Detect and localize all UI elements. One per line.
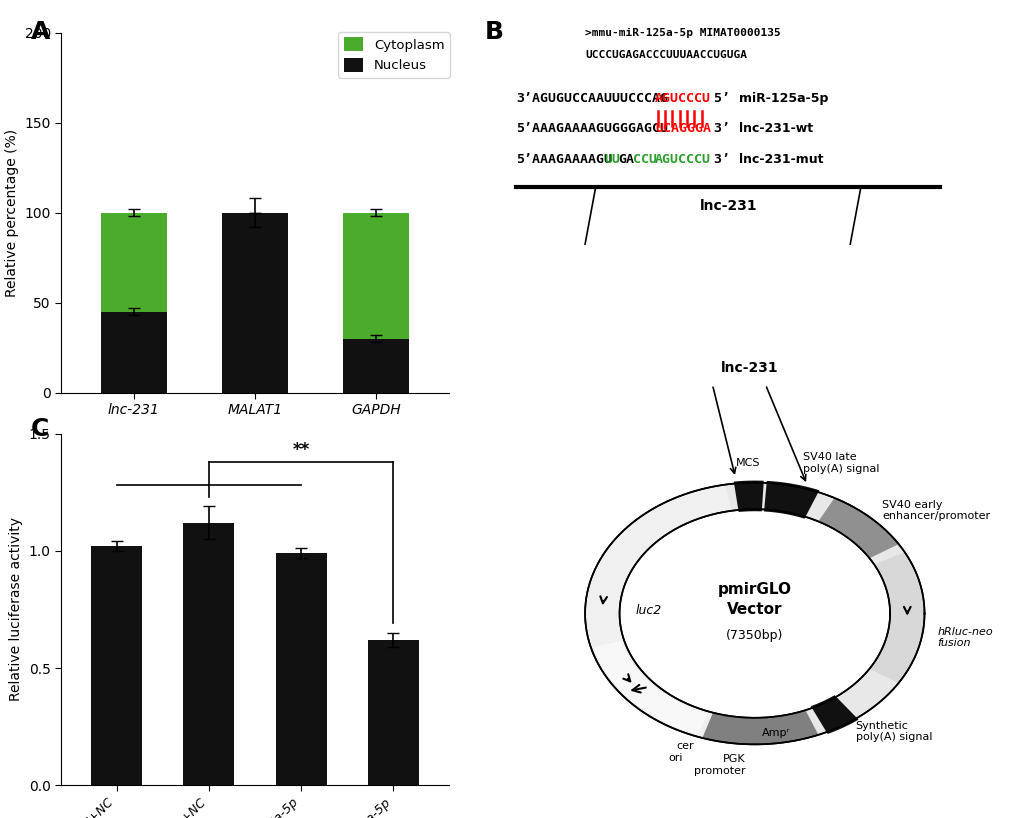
Text: AGUCCCU: AGUCCCU xyxy=(654,153,710,166)
Bar xyxy=(183,523,234,785)
Text: 5’AAAGAAAAGU: 5’AAAGAAAAGU xyxy=(516,153,611,166)
Text: CCU: CCU xyxy=(633,153,656,166)
Y-axis label: Relative percentage (%): Relative percentage (%) xyxy=(5,128,18,297)
Text: 3’AGUGUCCAAUUUCCCAG: 3’AGUGUCCAAUUUCCCAG xyxy=(516,92,667,106)
Polygon shape xyxy=(868,552,923,683)
Text: ori: ori xyxy=(667,753,682,762)
Bar xyxy=(101,213,167,312)
Text: lnc-231-mut: lnc-231-mut xyxy=(739,153,822,166)
Text: A: A xyxy=(31,20,50,44)
Bar xyxy=(275,553,326,785)
Text: UU: UU xyxy=(603,153,620,166)
Text: UCAGGGA: UCAGGGA xyxy=(654,122,710,135)
Text: 3’: 3’ xyxy=(706,122,730,135)
Legend: Cytoplasm, Nucleus: Cytoplasm, Nucleus xyxy=(338,32,449,78)
Text: B: B xyxy=(484,20,503,44)
Text: GA: GA xyxy=(618,153,634,166)
Polygon shape xyxy=(810,695,858,734)
Text: >mmu-miR-125a-5p MIMAT0000135: >mmu-miR-125a-5p MIMAT0000135 xyxy=(585,28,781,38)
Text: MCS: MCS xyxy=(736,458,760,469)
Text: Synthetic
poly(A) signal: Synthetic poly(A) signal xyxy=(855,721,931,742)
Polygon shape xyxy=(585,483,923,744)
Polygon shape xyxy=(593,641,707,735)
Text: **: ** xyxy=(292,442,310,460)
Polygon shape xyxy=(733,481,763,512)
Text: (7350bp): (7350bp) xyxy=(726,630,783,642)
Text: lnc-231: lnc-231 xyxy=(699,199,756,213)
Text: PGK
promoter: PGK promoter xyxy=(694,754,745,775)
Bar xyxy=(368,640,419,785)
Text: Ampʳ: Ampʳ xyxy=(761,728,790,738)
Text: UCCCUGAGACCCUUUAACCUGUGA: UCCCUGAGACCCUUUAACCUGUGA xyxy=(585,50,746,60)
Polygon shape xyxy=(585,484,731,738)
Text: miR-125a-5p: miR-125a-5p xyxy=(739,92,827,106)
Text: 3’: 3’ xyxy=(706,153,730,166)
Bar xyxy=(221,213,288,393)
Text: pmirGLO
Vector: pmirGLO Vector xyxy=(717,582,791,617)
Text: hRluc-neo
fusion: hRluc-neo fusion xyxy=(936,627,993,649)
Text: 5’: 5’ xyxy=(706,92,730,106)
Bar xyxy=(91,546,142,785)
Text: luc2: luc2 xyxy=(635,605,661,617)
Bar xyxy=(101,312,167,393)
Polygon shape xyxy=(817,498,898,558)
Bar xyxy=(342,213,409,339)
Text: SV40 late
poly(A) signal: SV40 late poly(A) signal xyxy=(803,452,879,474)
Text: lnc-231-wt: lnc-231-wt xyxy=(739,122,812,135)
Bar xyxy=(342,339,409,393)
Y-axis label: Relative luciferase activity: Relative luciferase activity xyxy=(9,518,23,701)
Text: AGUCCCU: AGUCCCU xyxy=(654,92,710,106)
Text: cer: cer xyxy=(676,741,693,751)
Text: lnc-231: lnc-231 xyxy=(720,362,777,375)
Polygon shape xyxy=(763,481,818,519)
Circle shape xyxy=(619,509,890,718)
Text: C: C xyxy=(31,417,49,441)
Polygon shape xyxy=(702,710,817,744)
Text: SV40 early
enhancer/promoter: SV40 early enhancer/promoter xyxy=(881,500,989,521)
Text: 5’AAAGAAAAGUGGGAGCU: 5’AAAGAAAAGUGGGAGCU xyxy=(516,122,667,135)
